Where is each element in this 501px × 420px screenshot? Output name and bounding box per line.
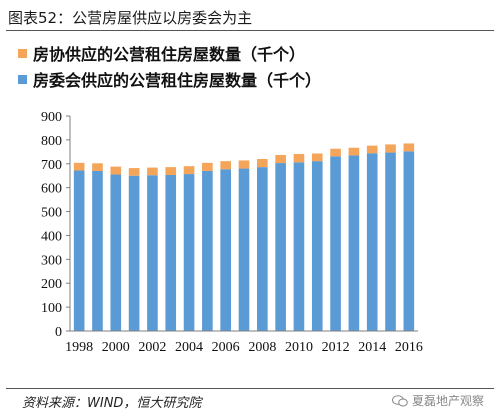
x-tick-label: 2006 [212, 340, 240, 355]
y-tick-label: 0 [55, 325, 62, 340]
x-tick-label: 2016 [395, 340, 423, 355]
legend-label-hs: 房协供应的公营租住房屋数量（千个） [33, 45, 306, 64]
legend-item-ha: 房委会供应的公营租住房屋数量（千个） [18, 66, 478, 92]
bar-ha-1998 [73, 170, 85, 331]
source-divider [6, 388, 494, 389]
y-tick-label: 600 [41, 182, 62, 197]
bar-ha-2000 [110, 174, 122, 331]
x-tick-label: 2002 [138, 340, 166, 355]
bar-ha-2007 [238, 168, 250, 331]
bar-hs-2014 [366, 145, 378, 154]
bar-hs-2010 [293, 153, 305, 163]
y-tick-label: 400 [41, 229, 62, 244]
bar-ha-2006 [220, 169, 231, 331]
x-tick-label: 2000 [102, 340, 130, 355]
bar-ha-2004 [183, 174, 195, 331]
bar-ha-2013 [348, 155, 360, 331]
bar-hs-2003 [165, 167, 177, 176]
bar-hs-2005 [202, 162, 213, 171]
bar-hs-2000 [110, 166, 122, 175]
y-tick-label: 300 [41, 253, 62, 268]
bar-ha-2016 [403, 151, 415, 331]
bar-hs-2008 [257, 159, 268, 168]
bar-hs-2016 [403, 143, 415, 152]
bar-hs-2006 [220, 161, 231, 170]
source-note: 资料来源：WIND，恒大研究院 [22, 396, 202, 411]
bar-hs-2004 [183, 166, 195, 175]
bar-hs-2011 [311, 153, 323, 162]
x-tick-label: 2014 [358, 340, 386, 355]
bar-ha-2015 [385, 152, 396, 331]
y-tick-label: 500 [41, 206, 62, 221]
bar-hs-1998 [73, 162, 85, 171]
x-tick-label: 2010 [285, 340, 313, 355]
y-tick-label: 900 [41, 110, 62, 125]
bar-hs-2001 [128, 168, 140, 176]
bar-ha-2005 [202, 170, 213, 331]
bar-ha-2001 [128, 175, 140, 331]
bar-ha-2012 [330, 156, 341, 331]
bar-ha-2002 [147, 175, 158, 331]
legend-label-ha: 房委会供应的公营租住房屋数量（千个） [33, 71, 322, 90]
x-tick-label: 2008 [248, 340, 276, 355]
bar-hs-2012 [330, 148, 341, 157]
y-tick-label: 800 [41, 134, 62, 149]
bar-ha-2008 [257, 167, 268, 331]
watermark-text: 夏磊地产观察 [412, 394, 485, 408]
bar-ha-2014 [366, 153, 378, 331]
bar-ha-2009 [275, 163, 286, 331]
bar-hs-2013 [348, 147, 360, 156]
title-divider [6, 30, 494, 31]
x-tick-label: 1998 [65, 340, 93, 355]
x-tick-label: 2004 [175, 340, 203, 355]
watermark: 夏磊地产观察 [392, 392, 484, 409]
x-tick-label: 2012 [322, 340, 350, 355]
y-tick-label: 700 [41, 158, 62, 173]
bar-ha-1999 [92, 170, 103, 331]
legend-item-hs: 房协供应的公营租住房屋数量（千个） [18, 40, 478, 66]
y-tick-label: 200 [41, 277, 62, 292]
bar-ha-2011 [311, 161, 323, 331]
bar-hs-1999 [92, 163, 103, 171]
bar-hs-2009 [275, 154, 286, 164]
stacked-bar-chart: 0 100 200 300 400 500 600 700 800 900 1998 2000 2002… [41, 110, 423, 355]
chart-legend: 房协供应的公营租住房屋数量（千个） 房委会供应的公营租住房屋数量（千个） [18, 40, 478, 92]
bar-hs-2007 [238, 160, 250, 169]
y-tick-label: 100 [41, 301, 62, 316]
wechat-icon [392, 394, 408, 406]
legend-swatch-hs [18, 48, 27, 58]
bar-hs-2015 [385, 144, 396, 153]
figure-title: 图表52：公营房屋供应以房委会为主 [8, 9, 253, 27]
legend-swatch-ha [18, 74, 27, 84]
bar-ha-2010 [293, 162, 305, 331]
bar-ha-2003 [165, 175, 177, 331]
bar-hs-2002 [147, 167, 158, 176]
